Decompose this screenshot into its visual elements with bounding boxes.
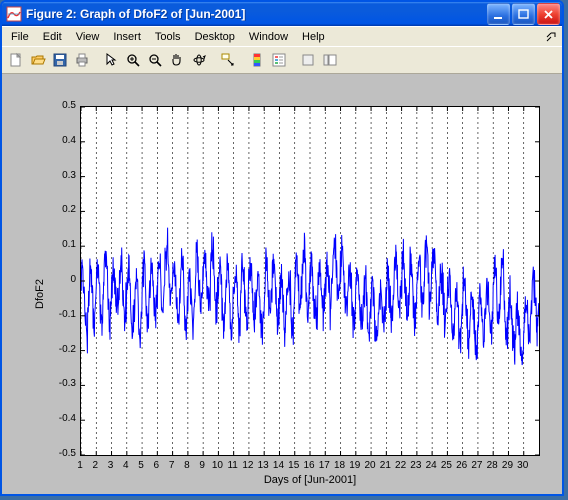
x-tick-label: 2	[88, 460, 102, 471]
hide-plot-tools-icon[interactable]	[297, 49, 319, 71]
x-tick-label: 28	[485, 460, 499, 471]
y-axis-label: DfoF2	[34, 279, 46, 309]
pointer-icon[interactable]	[100, 49, 122, 71]
x-tick-label: 22	[394, 460, 408, 471]
x-tick-label: 7	[165, 460, 179, 471]
menu-tools[interactable]: Tools	[148, 29, 188, 45]
menu-view[interactable]: View	[69, 29, 107, 45]
x-tick-label: 26	[455, 460, 469, 471]
y-tick-label: -0.4	[52, 413, 76, 424]
figure-window: Figure 2: Graph of DfoF2 of [Jun-2001] F…	[0, 0, 564, 496]
y-tick-label: 0.2	[52, 204, 76, 215]
x-tick-label: 14	[271, 460, 285, 471]
x-tick-label: 20	[363, 460, 377, 471]
x-tick-label: 12	[241, 460, 255, 471]
menu-window[interactable]: Window	[242, 29, 295, 45]
legend-icon[interactable]	[268, 49, 290, 71]
y-tick-label: 0.3	[52, 170, 76, 181]
x-tick-label: 16	[302, 460, 316, 471]
x-tick-label: 17	[317, 460, 331, 471]
new-icon[interactable]	[5, 49, 27, 71]
plot-svg	[81, 107, 539, 455]
x-tick-label: 24	[424, 460, 438, 471]
save-icon[interactable]	[49, 49, 71, 71]
x-tick-label: 21	[378, 460, 392, 471]
y-tick-label: -0.1	[52, 309, 76, 320]
colorbar-icon[interactable]	[246, 49, 268, 71]
show-plot-tools-icon[interactable]	[319, 49, 341, 71]
x-tick-label: 9	[195, 460, 209, 471]
y-tick-label: 0	[52, 274, 76, 285]
y-tick-label: -0.2	[52, 344, 76, 355]
menu-help[interactable]: Help	[295, 29, 332, 45]
y-tick-label: -0.3	[52, 378, 76, 389]
x-tick-label: 18	[333, 460, 347, 471]
title-bar[interactable]: Figure 2: Graph of DfoF2 of [Jun-2001]	[2, 2, 562, 26]
x-tick-label: 5	[134, 460, 148, 471]
x-tick-label: 30	[516, 460, 530, 471]
x-tick-label: 6	[149, 460, 163, 471]
x-tick-label: 15	[287, 460, 301, 471]
x-tick-label: 19	[348, 460, 362, 471]
y-tick-label: 0.5	[52, 100, 76, 111]
minimize-button[interactable]	[487, 3, 510, 25]
rotate3d-icon[interactable]	[188, 49, 210, 71]
x-tick-label: 23	[409, 460, 423, 471]
x-tick-label: 27	[470, 460, 484, 471]
maximize-button[interactable]	[512, 3, 535, 25]
x-tick-label: 29	[500, 460, 514, 471]
x-tick-label: 4	[119, 460, 133, 471]
x-tick-label: 11	[226, 460, 240, 471]
y-tick-label: 0.1	[52, 239, 76, 250]
close-button[interactable]	[537, 3, 560, 25]
zoom-in-icon[interactable]	[122, 49, 144, 71]
open-icon[interactable]	[27, 49, 49, 71]
x-tick-label: 8	[180, 460, 194, 471]
undock-icon[interactable]	[545, 31, 557, 43]
y-tick-label: 0.4	[52, 135, 76, 146]
pan-icon[interactable]	[166, 49, 188, 71]
app-icon	[6, 6, 22, 22]
y-tick-label: -0.5	[52, 448, 76, 459]
x-tick-label: 25	[439, 460, 453, 471]
menu-desktop[interactable]: Desktop	[188, 29, 242, 45]
window-title: Figure 2: Graph of DfoF2 of [Jun-2001]	[26, 7, 487, 21]
zoom-out-icon[interactable]	[144, 49, 166, 71]
window-buttons	[487, 3, 560, 25]
menu-insert[interactable]: Insert	[106, 29, 148, 45]
toolbar	[2, 46, 562, 74]
figure-canvas[interactable]: -0.5-0.4-0.3-0.2-0.100.10.20.30.40.5 123…	[2, 74, 562, 494]
menu-bar: File Edit View Insert Tools Desktop Wind…	[2, 26, 562, 46]
x-tick-label: 10	[210, 460, 224, 471]
axes[interactable]	[80, 106, 540, 456]
menu-edit[interactable]: Edit	[36, 29, 69, 45]
x-tick-label: 3	[104, 460, 118, 471]
x-tick-label: 13	[256, 460, 270, 471]
x-axis-label: Days of [Jun-2001]	[80, 474, 540, 486]
x-tick-label: 1	[73, 460, 87, 471]
menu-file[interactable]: File	[4, 29, 36, 45]
print-icon[interactable]	[71, 49, 93, 71]
data-cursor-icon[interactable]	[217, 49, 239, 71]
